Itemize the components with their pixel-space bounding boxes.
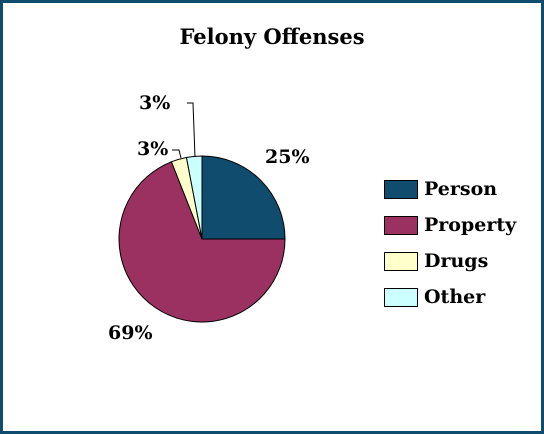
data-label-property: 69% — [108, 322, 153, 344]
legend-swatch-drugs — [384, 251, 418, 271]
legend-label-person: Person — [424, 178, 498, 200]
legend-item-person: Person — [384, 171, 516, 207]
legend-label-other: Other — [424, 286, 486, 308]
chart-title: Felony Offenses — [179, 24, 365, 49]
data-label-other: 3% — [139, 92, 171, 114]
legend-item-drugs: Drugs — [384, 243, 516, 279]
legend-label-drugs: Drugs — [424, 250, 489, 272]
legend-swatch-other — [384, 287, 418, 307]
legend-swatch-person — [384, 179, 418, 199]
legend-item-other: Other — [384, 279, 516, 315]
leader-line-other — [187, 102, 196, 158]
pie-slice-person — [201, 155, 286, 240]
data-label-person: 25% — [265, 146, 310, 168]
legend: Person Property Drugs Other — [384, 171, 516, 315]
pie-slice-other — [185, 155, 203, 240]
data-label-drugs: 3% — [137, 138, 169, 160]
leader-line-drugs — [172, 149, 182, 159]
legend-swatch-property — [384, 215, 418, 235]
legend-label-property: Property — [424, 214, 517, 236]
pie-slice-property — [118, 161, 286, 323]
legend-item-property: Property — [384, 207, 516, 243]
